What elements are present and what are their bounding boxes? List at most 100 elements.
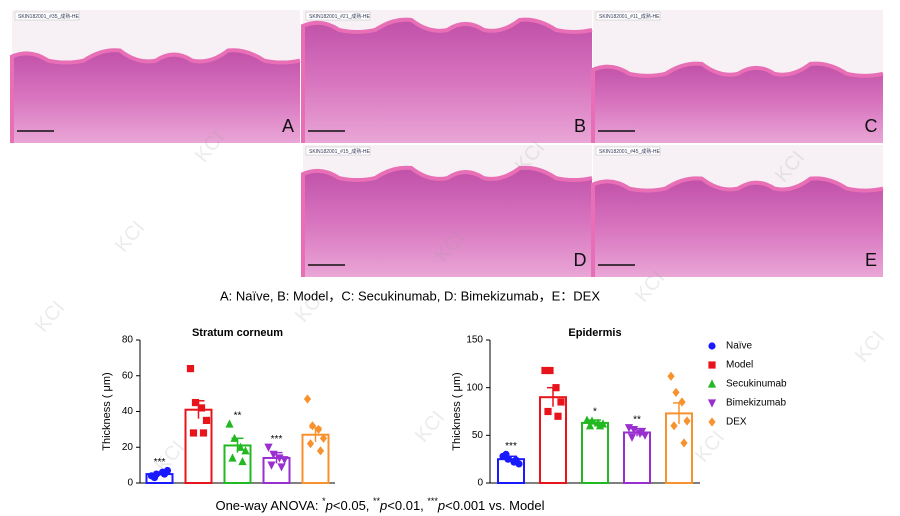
chart-title: Epidermis bbox=[568, 327, 621, 339]
watermark: KCI bbox=[31, 297, 69, 337]
data-point bbox=[667, 371, 675, 381]
data-point bbox=[708, 342, 716, 350]
histology-image: SKIN182001_#11_成熟-HE C bbox=[591, 10, 884, 143]
data-point bbox=[269, 450, 278, 459]
footnote-part: * bbox=[322, 496, 326, 506]
data-point bbox=[627, 433, 637, 442]
data-point bbox=[319, 433, 328, 443]
data-point bbox=[672, 387, 680, 398]
y-tick-label: 0 bbox=[127, 478, 133, 489]
footnote-part: ** bbox=[373, 496, 381, 506]
data-point bbox=[637, 427, 647, 437]
label-box bbox=[595, 11, 661, 21]
chart: Stratum corneum Thickness ( μm) 0 20 40 60 80 *… bbox=[101, 327, 335, 489]
footnote-part: <0.01, bbox=[387, 498, 427, 513]
data-point bbox=[708, 417, 716, 427]
panel-letter: A bbox=[282, 116, 294, 136]
significance: *** bbox=[154, 457, 166, 468]
panel-letter: B bbox=[574, 116, 586, 136]
footnote-part: <0.001 vs. Model bbox=[445, 498, 544, 513]
panel-id: SKIN182001_#15_成熟-HE bbox=[309, 148, 371, 155]
legend-label: DEX bbox=[726, 417, 747, 428]
data-point bbox=[225, 419, 234, 428]
caption: A: Naïve, B: Model，C: Secukinumab, D: Bi… bbox=[220, 288, 600, 303]
data-point bbox=[267, 461, 276, 470]
footnote-part: <0.05, bbox=[333, 498, 373, 513]
data-point bbox=[670, 421, 678, 431]
legend-label: Naïve bbox=[726, 341, 753, 352]
data-point bbox=[160, 470, 169, 478]
data-point bbox=[595, 421, 605, 430]
histology-image: SKIN182001_#21_成熟-HE B bbox=[301, 10, 593, 143]
charts: Stratum corneum Thickness ( μm) 0 20 40 60 80 *… bbox=[101, 327, 787, 489]
watermark: KCI bbox=[851, 327, 889, 367]
watermark: KCI bbox=[111, 217, 149, 257]
data-point bbox=[150, 474, 159, 482]
data-point bbox=[678, 397, 686, 407]
significance: *** bbox=[271, 434, 283, 445]
data-point bbox=[582, 415, 592, 424]
mean-bar bbox=[539, 396, 567, 485]
significance: * bbox=[593, 407, 597, 418]
data-point bbox=[554, 412, 562, 420]
data-point bbox=[191, 398, 200, 407]
tissue bbox=[12, 50, 300, 144]
footnote-part: p bbox=[379, 498, 387, 513]
footnote-part: p bbox=[437, 498, 445, 513]
legend-label: Model bbox=[726, 360, 753, 371]
histology-image: SKIN182001_#35_成熟-HE A bbox=[10, 10, 301, 144]
significance: ** bbox=[234, 411, 242, 422]
y-axis-label: Thickness ( μm) bbox=[101, 372, 113, 450]
panel-letter: E bbox=[865, 250, 877, 270]
y-tick-label: 80 bbox=[122, 335, 134, 346]
data-point bbox=[629, 426, 639, 435]
legend-label: Bimekizumab bbox=[726, 398, 786, 409]
data-point bbox=[202, 416, 211, 425]
data-point bbox=[228, 453, 237, 462]
data-point bbox=[502, 450, 510, 458]
data-point bbox=[557, 398, 565, 406]
watermark: KCI bbox=[691, 427, 729, 467]
data-point bbox=[585, 421, 595, 430]
data-point bbox=[552, 384, 560, 392]
panel-letter: C bbox=[865, 116, 878, 136]
panel-id: SKIN182001_#35_成熟-HE bbox=[18, 13, 80, 20]
footnote-part: *** bbox=[427, 496, 438, 506]
y-tick-label: 0 bbox=[477, 478, 483, 489]
stratum bbox=[10, 48, 301, 143]
y-tick-label: 60 bbox=[122, 370, 134, 381]
significance: ** bbox=[633, 414, 641, 425]
y-axis-label: Thickness ( μm) bbox=[451, 372, 463, 450]
data-point bbox=[708, 361, 716, 369]
data-point bbox=[303, 394, 312, 404]
footnote-part: p bbox=[325, 498, 333, 513]
panel-id: SKIN182001_#11_成熟-HE bbox=[599, 13, 660, 20]
mean-bar bbox=[301, 433, 330, 484]
data-point bbox=[707, 399, 717, 408]
y-tick-label: 20 bbox=[122, 442, 134, 453]
y-tick-label: 150 bbox=[466, 335, 483, 346]
histology-image: SKIN182001_#15_成熟-HE D bbox=[301, 145, 593, 277]
data-point bbox=[241, 446, 250, 455]
data-point bbox=[238, 456, 247, 466]
tissue bbox=[593, 63, 883, 143]
data-point bbox=[544, 407, 552, 416]
data-point bbox=[197, 404, 206, 412]
data-point bbox=[236, 442, 245, 451]
label-box bbox=[14, 11, 80, 21]
mean-bar bbox=[623, 431, 651, 484]
data-point bbox=[280, 456, 289, 465]
data-point bbox=[546, 366, 554, 375]
data-point bbox=[306, 439, 315, 449]
stratum bbox=[301, 165, 593, 277]
tissue bbox=[593, 178, 883, 277]
data-point bbox=[277, 463, 286, 472]
y-tick-label: 100 bbox=[466, 382, 483, 393]
panel-letter: D bbox=[574, 250, 587, 270]
footnote-part: One-way ANOVA: bbox=[215, 498, 322, 513]
label-box bbox=[305, 146, 371, 156]
data-point bbox=[680, 438, 688, 448]
mean-bar bbox=[581, 421, 609, 485]
